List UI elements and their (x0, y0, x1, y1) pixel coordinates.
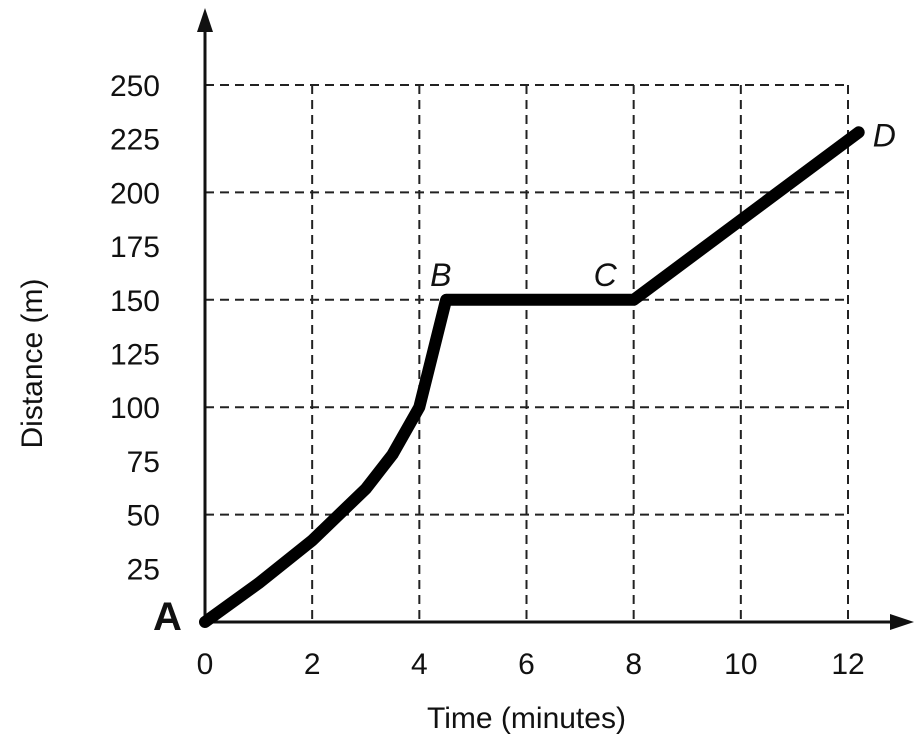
x-tick-label: 8 (625, 648, 642, 681)
x-tick-label: 10 (724, 648, 757, 681)
point-labels: A B C D (153, 117, 896, 639)
y-axis-arrow-icon (197, 8, 213, 32)
x-tick-label: 4 (411, 648, 428, 681)
y-tick-label: 200 (110, 177, 160, 210)
y-tick-label: 50 (127, 500, 160, 533)
y-tick-label: 150 (110, 285, 160, 318)
y-tick-label: 175 (110, 231, 160, 264)
x-tick-label: 2 (304, 648, 321, 681)
point-label-b: B (430, 257, 451, 293)
point-label-d: D (873, 117, 896, 153)
point-label-c: C (594, 257, 618, 293)
x-axis-arrow-icon (890, 614, 914, 630)
y-tick-label: 125 (110, 339, 160, 372)
x-axis-label: Time (minutes) (427, 702, 626, 735)
series-line (199, 126, 865, 628)
x-tick-label: 12 (831, 648, 864, 681)
axes (197, 8, 914, 630)
y-tick-label: 100 (110, 392, 160, 425)
x-tick-label: 0 (197, 648, 214, 681)
y-axis-label: Distance (m) (16, 278, 49, 448)
x-tick-label: 6 (518, 648, 535, 681)
point-label-a: A (153, 595, 182, 639)
tick-labels: 0 2 4 6 8 10 12 25 50 75 100 125 150 175 200 225 250 (110, 70, 865, 681)
y-tick-label: 250 (110, 70, 160, 103)
y-tick-label: 25 (127, 553, 160, 586)
y-tick-label: 225 (110, 124, 160, 157)
y-tick-label: 75 (127, 446, 160, 479)
